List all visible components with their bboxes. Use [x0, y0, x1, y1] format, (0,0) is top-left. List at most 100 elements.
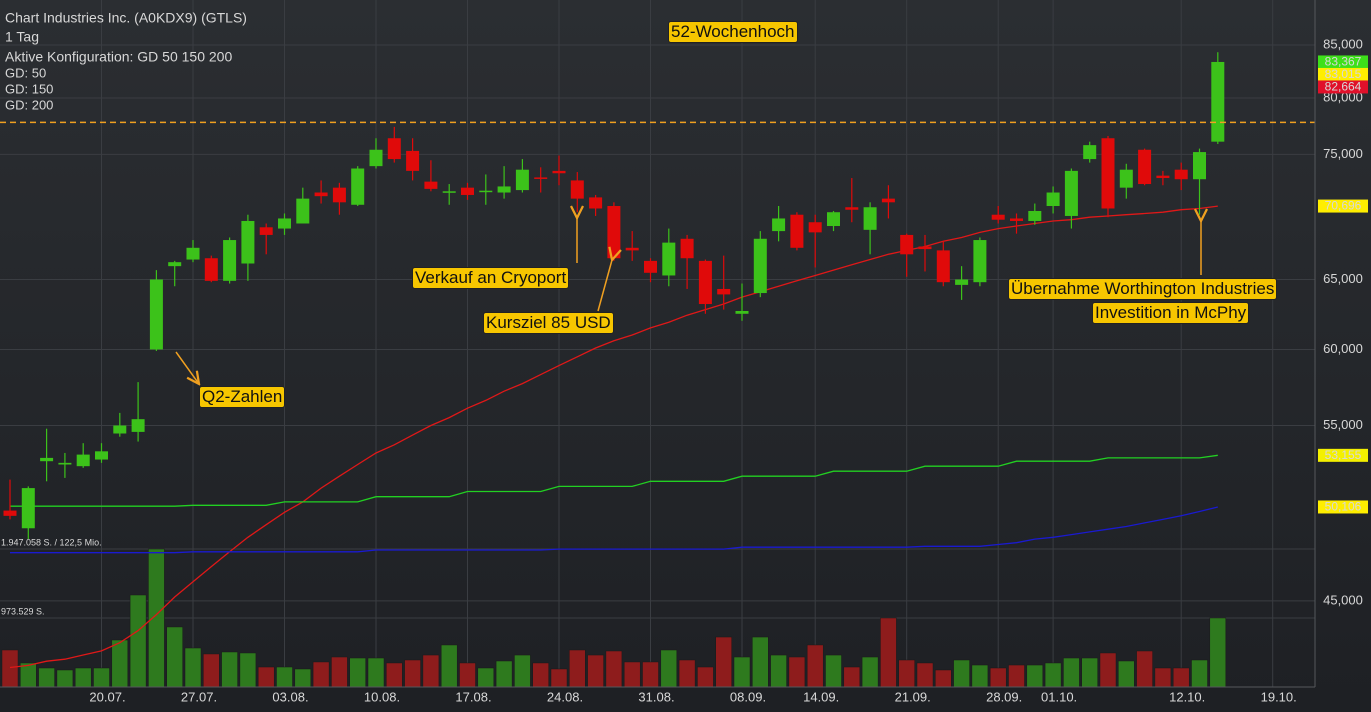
- annotation: Verkauf an Cryoport: [412, 267, 570, 289]
- candle-body: [790, 214, 804, 248]
- candle-body: [662, 242, 676, 276]
- price-label-box: [1318, 500, 1368, 514]
- volume-bar: [203, 653, 220, 688]
- candle-body: [753, 238, 767, 294]
- volume-bar: [989, 667, 1007, 688]
- annotation: 52-Wochenhoch: [668, 21, 798, 43]
- candle-body: [259, 227, 273, 235]
- candle-body: [515, 169, 529, 191]
- volume-bar: [440, 644, 458, 688]
- candle-body: [314, 192, 328, 197]
- candle-body: [296, 198, 310, 224]
- candle-body: [918, 246, 932, 250]
- candle-body: [113, 425, 127, 434]
- x-tick-label: 24.08.: [547, 689, 583, 704]
- candle-body: [973, 240, 987, 283]
- candle-body: [991, 214, 1005, 220]
- candle-body: [186, 247, 200, 260]
- volume-bar: [678, 659, 696, 688]
- y-tick-label: 60,000: [1323, 341, 1363, 356]
- candle-body: [387, 138, 401, 160]
- candle-body: [717, 288, 731, 295]
- candle-body: [534, 177, 548, 179]
- chart-title: Chart Industries Inc. (A0KDX9) (GTLS): [5, 10, 247, 26]
- volume-bar: [532, 662, 549, 688]
- volume-bar: [1081, 657, 1098, 688]
- candle-body: [406, 150, 420, 171]
- legend-entry: GD: 50: [5, 65, 46, 80]
- legend-entry: GD: 200: [5, 97, 53, 112]
- volume-bar: [38, 667, 55, 688]
- candle-body: [461, 187, 474, 195]
- volume-bar: [1118, 660, 1135, 688]
- volume-bar: [1044, 662, 1062, 688]
- x-tick-label: 21.09.: [895, 689, 931, 704]
- volume-bar: [1026, 664, 1044, 688]
- volume-bar: [93, 667, 110, 688]
- legend-entry: GD: 150: [5, 81, 53, 96]
- volume-bar: [239, 652, 257, 688]
- volume-bar: [1172, 667, 1190, 688]
- x-tick-label: 12.10.: [1169, 689, 1205, 704]
- volume-bar: [569, 649, 586, 688]
- candle-body: [644, 260, 657, 273]
- candle-body: [881, 198, 895, 203]
- price-label-box: [1318, 55, 1368, 69]
- x-tick-label: 17.08.: [455, 689, 491, 704]
- volume-bar: [1136, 650, 1153, 688]
- volume-bar: [660, 649, 678, 688]
- volume-bar: [386, 662, 403, 688]
- candle-body: [204, 258, 218, 281]
- price-label: 53,155: [1325, 448, 1362, 462]
- candle-body: [900, 234, 914, 255]
- volume-bar: [752, 636, 769, 688]
- candle-body: [570, 180, 584, 199]
- candle-body: [369, 149, 383, 167]
- volume-bar: [1191, 659, 1208, 688]
- annotation: Q2-Zahlen: [199, 386, 286, 408]
- volume-bar: [331, 656, 348, 688]
- candle-body: [131, 419, 145, 432]
- candle-body: [21, 488, 35, 529]
- candle-body: [1101, 138, 1115, 209]
- annotation-arrows: [175, 218, 1201, 384]
- candle-body: [1010, 218, 1023, 221]
- volume-bar: [514, 654, 531, 688]
- volume-bar: [605, 650, 623, 688]
- x-tick-label: 19.10.: [1261, 689, 1297, 704]
- y-tick-label: 85,000: [1323, 36, 1363, 51]
- candle-body: [936, 250, 950, 283]
- candle-body: [1064, 170, 1078, 216]
- volume-bar: [495, 660, 513, 688]
- candle-body: [1156, 175, 1170, 179]
- volume-bar: [459, 662, 476, 688]
- candle-body: [680, 238, 694, 259]
- volume-bar: [276, 666, 293, 688]
- arrow: [175, 351, 199, 384]
- config-label: Aktive Konfiguration: GD 50 150 200: [5, 49, 232, 65]
- candle-body: [1046, 192, 1060, 207]
- volume-bar: [1008, 664, 1025, 688]
- volume-bar: [404, 659, 421, 688]
- candle-body: [552, 170, 566, 174]
- volume-bar: [1099, 652, 1117, 688]
- volume-bar: [733, 656, 751, 688]
- volume-bar: [825, 654, 842, 688]
- volume-bar: [74, 667, 92, 688]
- x-tick-label: 31.08.: [638, 689, 674, 704]
- candle-body: [589, 197, 603, 209]
- volume-bar: [1209, 617, 1227, 688]
- y-tick-label: 55,000: [1323, 417, 1363, 432]
- candle-body: [168, 262, 182, 267]
- volume-bar: [129, 594, 147, 688]
- candle-body: [955, 279, 969, 285]
- candle-body: [735, 310, 749, 314]
- volume-bar: [221, 651, 238, 688]
- price-label-box: [1318, 67, 1368, 81]
- volume-bar: [257, 666, 275, 688]
- volume-bar: [880, 617, 897, 688]
- volume-bar: [294, 668, 312, 688]
- volume-bar: [1, 649, 19, 688]
- price-label-box: [1318, 199, 1368, 213]
